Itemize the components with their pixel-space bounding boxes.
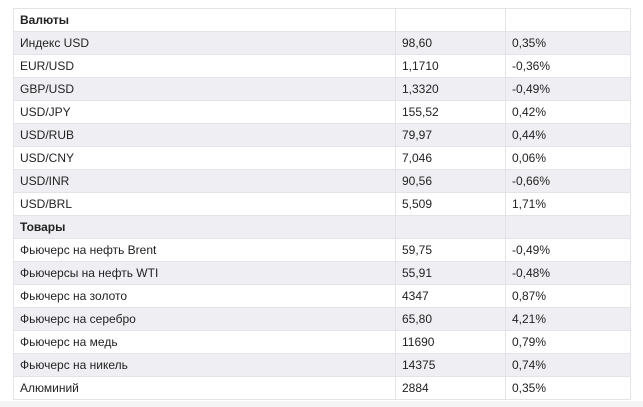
section-title: Товары xyxy=(13,215,396,239)
price-value: 79,97 xyxy=(395,123,506,147)
table-row: Фьючерс на золото 4347 0,87% xyxy=(13,284,631,308)
change-percent: -0,49% xyxy=(505,77,631,101)
table-row: Фьючерс на серебро 65,80 4,21% xyxy=(13,307,631,331)
instrument-name: USD/CNY xyxy=(13,146,396,170)
empty-cell xyxy=(395,8,506,32)
table-row: GBP/USD 1,3320 -0,49% xyxy=(13,77,631,101)
change-percent: 0,87% xyxy=(505,284,631,308)
change-percent: 0,44% xyxy=(505,123,631,147)
empty-cell xyxy=(505,8,631,32)
instrument-name: Фьючерс на золото xyxy=(13,284,396,308)
table-row: USD/CNY 7,046 0,06% xyxy=(13,146,631,170)
price-value: 1,1710 xyxy=(395,54,506,78)
instrument-name: Индекс USD xyxy=(13,31,396,55)
change-percent: -0,36% xyxy=(505,54,631,78)
price-value: 55,91 xyxy=(395,261,506,285)
price-value: 4347 xyxy=(395,284,506,308)
instrument-name: Фьючерс на медь xyxy=(13,330,396,354)
price-value: 90,56 xyxy=(395,169,506,193)
table-row: USD/BRL 5,509 1,71% xyxy=(13,192,631,216)
change-percent: 4,21% xyxy=(505,307,631,331)
price-value: 14375 xyxy=(395,353,506,377)
instrument-name: GBP/USD xyxy=(13,77,396,101)
instrument-name: Фьючерс на нефть Brent xyxy=(13,238,396,262)
empty-cell xyxy=(505,215,631,239)
instrument-name: USD/INR xyxy=(13,169,396,193)
table-row: USD/RUB 79,97 0,44% xyxy=(13,123,631,147)
empty-cell xyxy=(395,215,506,239)
instrument-name: USD/RUB xyxy=(13,123,396,147)
table-row: Индекс USD 98,60 0,35% xyxy=(13,31,631,55)
instrument-name: Алюминий xyxy=(13,376,396,400)
change-percent: 0,79% xyxy=(505,330,631,354)
table-row: USD/INR 90,56 -0,66% xyxy=(13,169,631,193)
price-value: 2884 xyxy=(395,376,506,400)
price-value: 5,509 xyxy=(395,192,506,216)
table-row: Фьючерс на никель 14375 0,74% xyxy=(13,353,631,377)
price-value: 98,60 xyxy=(395,31,506,55)
price-value: 155,52 xyxy=(395,100,506,124)
table-row: USD/JPY 155,52 0,42% xyxy=(13,100,631,124)
price-value: 65,80 xyxy=(395,307,506,331)
table-row: Алюминий 2884 0,35% xyxy=(13,376,631,400)
instrument-name: USD/BRL xyxy=(13,192,396,216)
market-table: Валюты Индекс USD 98,60 0,35% EUR/USD 1,1710-… xyxy=(13,8,631,400)
instrument-name: Фьючерс на никель xyxy=(13,353,396,377)
change-percent: 1,71% xyxy=(505,192,631,216)
price-value: 11690 xyxy=(395,330,506,354)
change-percent: 0,35% xyxy=(505,376,631,400)
section-header-row: Товары xyxy=(13,215,631,239)
change-percent: -0,66% xyxy=(505,169,631,193)
section-title: Валюты xyxy=(13,8,396,32)
table-row: Фьючерс на медь 11690 0,79% xyxy=(13,330,631,354)
instrument-name: Фьючерс на серебро xyxy=(13,307,396,331)
price-value: 59,75 xyxy=(395,238,506,262)
instrument-name: Фьючерсы на нефть WTI xyxy=(13,261,396,285)
price-value: 1,3320 xyxy=(395,77,506,101)
table-row: Фьючерс на нефть Brent 59,75 -0,49% xyxy=(13,238,631,262)
section-header-row: Валюты xyxy=(13,8,631,32)
change-percent: -0,49% xyxy=(505,238,631,262)
change-percent: 0,42% xyxy=(505,100,631,124)
change-percent: 0,35% xyxy=(505,31,631,55)
page-background xyxy=(0,401,643,407)
table-row: EUR/USD 1,1710 -0,36% xyxy=(13,54,631,78)
instrument-name: EUR/USD xyxy=(13,54,396,78)
change-percent: 0,06% xyxy=(505,146,631,170)
price-value: 7,046 xyxy=(395,146,506,170)
table-row: Фьючерсы на нефть WTI 55,91 -0,48% xyxy=(13,261,631,285)
change-percent: -0,48% xyxy=(505,261,631,285)
change-percent: 0,74% xyxy=(505,353,631,377)
instrument-name: USD/JPY xyxy=(13,100,396,124)
